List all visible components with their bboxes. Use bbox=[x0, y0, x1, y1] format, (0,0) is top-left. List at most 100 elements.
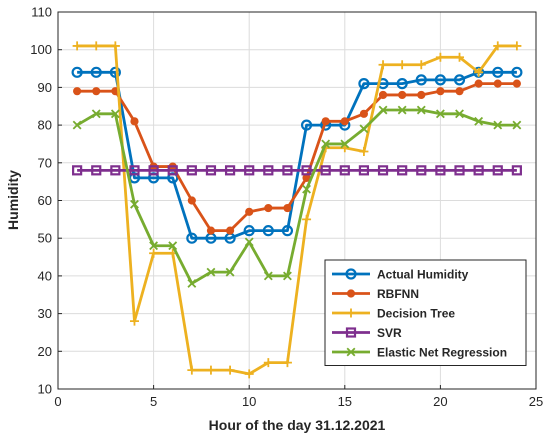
data-point-decision-tree bbox=[129, 316, 139, 326]
data-point-svr bbox=[301, 165, 312, 176]
y-tick-label: 110 bbox=[31, 5, 52, 20]
data-point-elastic-net-regression bbox=[110, 109, 120, 119]
data-point-svr bbox=[454, 165, 465, 176]
data-point-svr bbox=[511, 165, 522, 176]
series-svr bbox=[72, 165, 522, 176]
data-point-svr bbox=[358, 165, 370, 176]
data-point-rbfnn bbox=[321, 117, 330, 126]
data-point-elastic-net-regression bbox=[378, 105, 388, 115]
y-tick-label: 60 bbox=[38, 193, 52, 208]
legend-label-actual-humidity: Actual Humidity bbox=[377, 268, 469, 282]
legend-label-rbfnn: RBFNN bbox=[377, 287, 419, 301]
data-point-rbfnn bbox=[206, 226, 216, 235]
data-point-svr bbox=[377, 165, 389, 176]
data-point-elastic-net-regression bbox=[72, 120, 82, 130]
data-point-elastic-net-regression bbox=[474, 116, 484, 126]
legend-item-decision-tree: Decision Tree bbox=[332, 307, 455, 321]
data-point-rbfnn bbox=[474, 79, 483, 88]
data-point-elastic-net-regression bbox=[340, 139, 350, 149]
data-point-rbfnn bbox=[340, 117, 349, 126]
x-tick-label: 10 bbox=[242, 394, 256, 409]
data-point-rbfnn bbox=[493, 79, 502, 88]
data-point-actual-humidity bbox=[243, 225, 255, 237]
y-tick-label: 30 bbox=[38, 306, 52, 321]
data-point-svr bbox=[492, 165, 503, 176]
data-point-decision-tree bbox=[455, 52, 465, 62]
series-line-elastic-net-regression bbox=[76, 108, 517, 285]
data-point-elastic-net-regression bbox=[130, 199, 139, 209]
series-actual-humidity bbox=[71, 66, 523, 244]
y-tick-label: 70 bbox=[38, 155, 52, 170]
data-point-rbfnn bbox=[130, 117, 139, 126]
data-point-rbfnn bbox=[455, 87, 464, 96]
legend: Actual Humidity RBFNN Decision Tree SVR Elas… bbox=[324, 259, 527, 366]
data-point-actual-humidity bbox=[492, 66, 504, 78]
data-point-elastic-net-regression bbox=[302, 184, 311, 194]
data-point-decision-tree bbox=[302, 214, 312, 224]
x-tick-label: 25 bbox=[529, 394, 543, 409]
data-point-svr bbox=[473, 165, 484, 176]
data-point-elastic-net-regression bbox=[149, 241, 159, 251]
data-point-svr bbox=[435, 165, 446, 176]
data-point-svr bbox=[129, 165, 140, 176]
data-point-decision-tree bbox=[187, 365, 197, 375]
legend-item-rbfnn: RBFNN bbox=[332, 287, 419, 301]
data-point-decision-tree bbox=[72, 41, 82, 51]
data-point-decision-tree bbox=[378, 60, 388, 70]
data-point-rbfnn bbox=[283, 203, 292, 213]
y-tick-label: 50 bbox=[38, 231, 52, 246]
data-point-svr bbox=[186, 165, 197, 176]
data-point-decision-tree bbox=[493, 41, 503, 51]
legend-label-elastic-net-regression: Elastic Net Regression bbox=[377, 346, 507, 360]
data-point-svr bbox=[148, 165, 159, 176]
data-point-svr bbox=[416, 165, 427, 176]
data-point-elastic-net-regression bbox=[512, 120, 522, 130]
data-point-decision-tree bbox=[282, 358, 292, 368]
x-tick-label: 0 bbox=[54, 394, 61, 409]
data-point-decision-tree bbox=[206, 365, 216, 375]
data-point-elastic-net-regression bbox=[91, 109, 101, 119]
data-point-decision-tree bbox=[263, 358, 273, 368]
data-point-actual-humidity bbox=[434, 74, 446, 86]
data-point-svr bbox=[339, 165, 350, 176]
x-tick-label: 20 bbox=[433, 394, 447, 409]
data-point-elastic-net-regression bbox=[416, 105, 426, 115]
data-point-rbfnn bbox=[417, 90, 426, 100]
legend-marker-svr bbox=[345, 327, 357, 338]
data-point-svr bbox=[397, 165, 408, 176]
data-point-rbfnn bbox=[73, 87, 82, 96]
data-point-svr bbox=[320, 165, 331, 176]
data-point-elastic-net-regression bbox=[455, 109, 464, 119]
legend-label-svr: SVR bbox=[377, 326, 402, 340]
series-line-actual-humidity bbox=[77, 70, 517, 240]
y-tick-label: 10 bbox=[38, 382, 52, 397]
x-axis-title: Hour of the day 31.12.2021 bbox=[209, 417, 386, 433]
data-point-rbfnn bbox=[187, 196, 196, 205]
data-point-elastic-net-regression bbox=[359, 124, 369, 134]
legend-marker-elastic-net-regression bbox=[346, 347, 356, 357]
data-point-elastic-net-regression bbox=[283, 271, 292, 281]
data-point-rbfnn bbox=[92, 87, 101, 96]
data-point-decision-tree bbox=[225, 365, 235, 375]
series-elastic-net-regression bbox=[72, 105, 522, 288]
data-point-actual-humidity bbox=[109, 66, 121, 78]
data-point-svr bbox=[282, 165, 293, 176]
y-axis-title: Humidity bbox=[5, 170, 21, 230]
legend-label-decision-tree: Decision Tree bbox=[377, 307, 455, 321]
data-point-rbfnn bbox=[436, 87, 445, 96]
data-point-svr bbox=[244, 165, 255, 176]
data-point-decision-tree bbox=[416, 60, 426, 70]
data-point-actual-humidity bbox=[281, 225, 294, 237]
data-point-elastic-net-regression bbox=[225, 267, 235, 277]
y-tick-label: 20 bbox=[38, 344, 52, 359]
y-tick-label: 40 bbox=[38, 268, 52, 283]
y-tick-label: 80 bbox=[38, 118, 52, 133]
data-point-elastic-net-regression bbox=[187, 279, 197, 288]
data-point-rbfnn bbox=[245, 207, 254, 216]
data-point-actual-humidity bbox=[415, 74, 427, 86]
data-point-actual-humidity bbox=[90, 66, 102, 78]
legend-item-svr: SVR bbox=[332, 326, 402, 340]
data-point-rbfnn bbox=[264, 203, 273, 213]
data-point-elastic-net-regression bbox=[397, 105, 407, 115]
